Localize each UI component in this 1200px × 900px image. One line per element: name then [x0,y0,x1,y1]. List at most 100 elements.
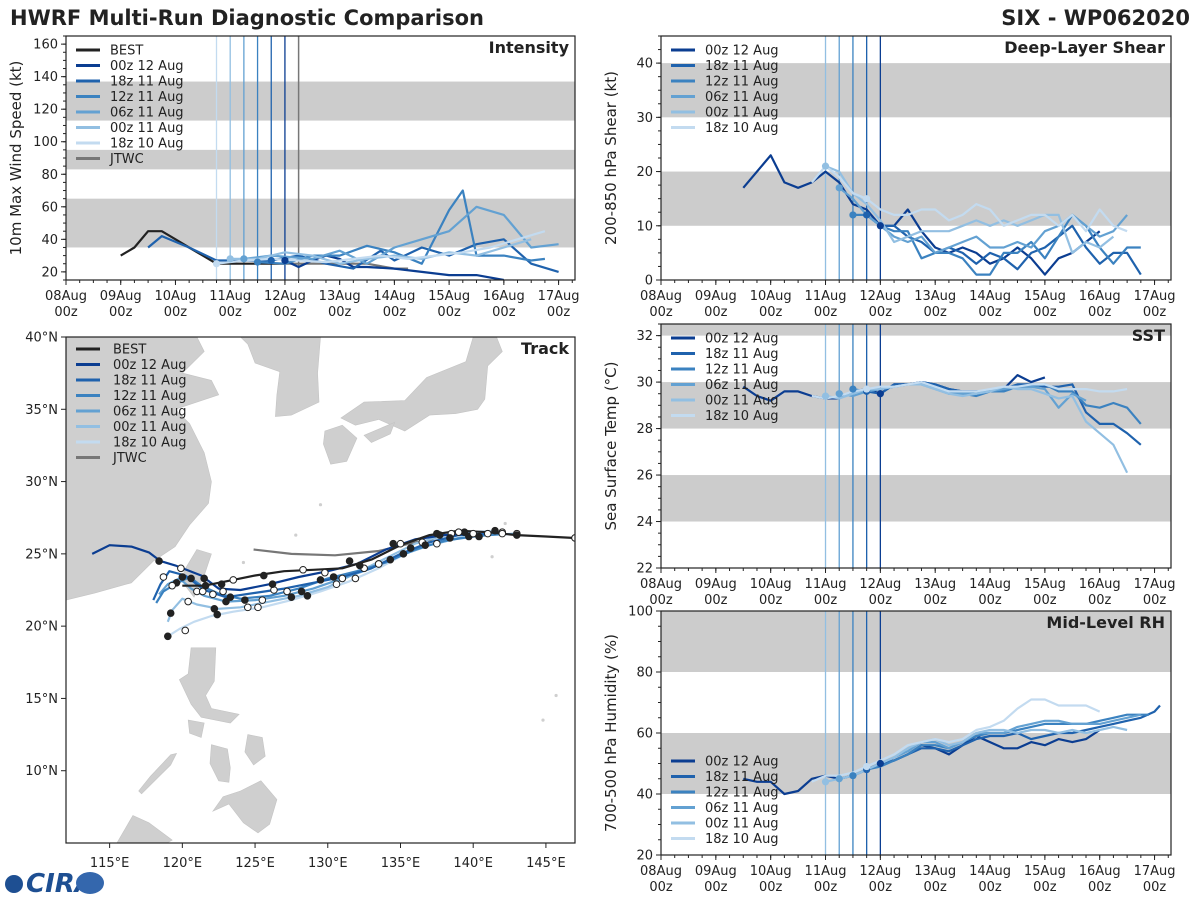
sst-legend-label-18z-10-aug: 18z 10 Aug [705,409,779,424]
track-lon-label-6: 145°E [526,856,566,871]
sst-ytick-label-30: 30 [636,376,653,391]
intensity-ytick-label-140: 140 [33,70,58,85]
track-marker-06z-11-aug-2 [433,539,441,548]
sst-title: SST [1132,326,1165,345]
track-marker-best-5 [345,557,354,565]
track-marker-00z-12-aug-0 [469,529,478,538]
rh-legend-label-06z-11-aug: 06z 11 Aug [705,801,779,816]
shear-ytick-label-20: 20 [636,165,653,180]
track-marker-12z-11-aug-8 [187,574,195,583]
intensity-xtick-day-7: 15Aug [428,289,470,304]
rh-xtick-day-1: 09Aug [695,864,737,879]
intensity-xtick-day-3: 11Aug [209,289,251,304]
track-marker-18z-10-aug-6 [213,610,222,619]
rh-xtick-day-7: 15Aug [1024,864,1066,879]
shear-legend-label-12z-11-aug: 12z 11 Aug [705,75,779,90]
track-marker-18z-10-aug-2 [399,550,408,558]
cira-logo-globe [5,875,23,893]
sst-xtick-day-2: 10Aug [750,577,792,592]
intensity-xtick-day-4: 12Aug [264,289,306,304]
rh-series-group [743,698,1161,796]
intensity-ylabel: 10m Max Wind Speed (kt) [7,61,25,256]
cira-logo-emblem [76,872,104,894]
rh-xtick-day-0: 08Aug [640,864,682,879]
sst-xtick-hour-8: 00z [1088,593,1112,608]
shear-xtick-hour-0: 00z [649,305,673,320]
rh-ytick-label-40: 40 [636,788,653,803]
intensity-init-marker-06z-11-aug [240,255,248,263]
shear-series-group [742,154,1142,276]
track-lat-label-5: 35°N [25,403,58,418]
sst-xtick-hour-7: 00z [1033,593,1057,608]
track-marker-18z-11-aug-2 [406,544,415,552]
land-japan-honshu [340,337,503,432]
land-palawan [138,752,178,795]
shear-xtick-day-6: 14Aug [969,289,1011,304]
track-marker-best-4 [389,539,398,548]
track-lon-label-1: 120°E [163,856,203,871]
track-lon-label-0: 115°E [90,856,130,871]
rh-init-marker-06z-11-aug [835,775,843,783]
sst-band-0 [661,475,1171,522]
track-marker-00z-11-aug-4 [332,580,341,589]
shear-xtick-day-1: 09Aug [695,289,737,304]
intensity-panel: 2040608010012014016008Aug00z09Aug00z10Au… [7,35,580,320]
shear-init-marker-18z-10-aug [863,195,871,203]
intensity-xtick-hour-1: 00z [109,305,133,320]
intensity-ytick-label-120: 120 [33,103,58,118]
sst-xtick-hour-6: 00z [978,593,1002,608]
intensity-series-06z-11-aug [243,205,559,265]
land-philippines-mindanao [212,780,278,834]
rh-init-marker-00z-12-aug [876,759,884,768]
sst-init-marker-00z-11-aug [821,392,830,400]
rh-ytick-label-100: 100 [628,605,653,620]
rh-panel: 2040608010008Aug00z09Aug00z10Aug00z11Aug… [602,605,1176,896]
rh-xtick-hour-8: 00z [1088,880,1112,895]
rh-xtick-hour-0: 00z [649,880,673,895]
shear-init-marker-00z-12-aug [876,222,884,230]
track-lat-label-0: 10°N [25,764,58,779]
land-philippines-mindoro [187,719,205,738]
track-legend-label-00z-11-aug: 00z 11 Aug [113,420,187,435]
land-japan-kyushu [323,424,358,465]
intensity-series-00z-11-aug [230,238,532,265]
track-marker-12z-11-aug-2 [421,541,430,549]
shear-xtick-day-9: 17Aug [1134,289,1176,304]
track-title: Track [521,339,569,358]
track-marker-best-0 [571,534,575,542]
shear-xtick-hour-9: 00z [1143,305,1167,320]
track-marker-00z-12-aug-9 [155,557,163,565]
intensity-xtick-hour-9: 00z [547,305,571,320]
shear-xtick-day-4: 12Aug [859,289,901,304]
rh-xtick-hour-9: 00z [1143,880,1167,895]
sst-ylabel: Sea Surface Temp (°C) [602,361,620,530]
shear-ylabel: 200-850 hPa Shear (kt) [602,71,620,245]
sst-legend-label-12z-11-aug: 12z 11 Aug [705,363,779,378]
land-philippines-samar [244,734,266,766]
intensity-init-marker-00z-12-aug [281,256,289,265]
intensity-xtick-day-5: 13Aug [319,289,361,304]
sst-xtick-hour-4: 00z [869,593,893,608]
land-borneo-north [116,815,173,843]
track-marker-12z-11-aug-3 [374,560,383,568]
rh-xtick-day-3: 11Aug [805,864,847,879]
shear-band-1 [661,63,1171,118]
rh-xtick-hour-3: 00z [814,880,838,895]
shear-xtick-day-0: 08Aug [640,289,682,304]
intensity-legend-label-18z-10-aug: 18z 10 Aug [110,137,184,152]
rh-title: Mid-Level RH [1046,613,1165,632]
sst-legend-label-18z-11-aug: 18z 11 Aug [705,347,779,362]
track-legend-label-00z-12-aug: 00z 12 Aug [113,358,187,373]
shear-xtick-day-2: 10Aug [750,289,792,304]
track-marker-06z-11-aug-7 [222,597,230,606]
sst-xtick-day-0: 08Aug [640,577,682,592]
rh-band-1 [661,611,1171,672]
land-korea [240,337,321,417]
sst-xtick-day-8: 16Aug [1079,577,1121,592]
intensity-series-group [120,189,559,280]
land-island-1 [294,533,298,537]
sst-xtick-day-5: 13Aug [914,577,956,592]
shear-legend-label-18z-10-aug: 18z 10 Aug [705,121,779,136]
intensity-ytick-label-60: 60 [41,200,58,215]
intensity-xtick-hour-2: 00z [164,305,188,320]
